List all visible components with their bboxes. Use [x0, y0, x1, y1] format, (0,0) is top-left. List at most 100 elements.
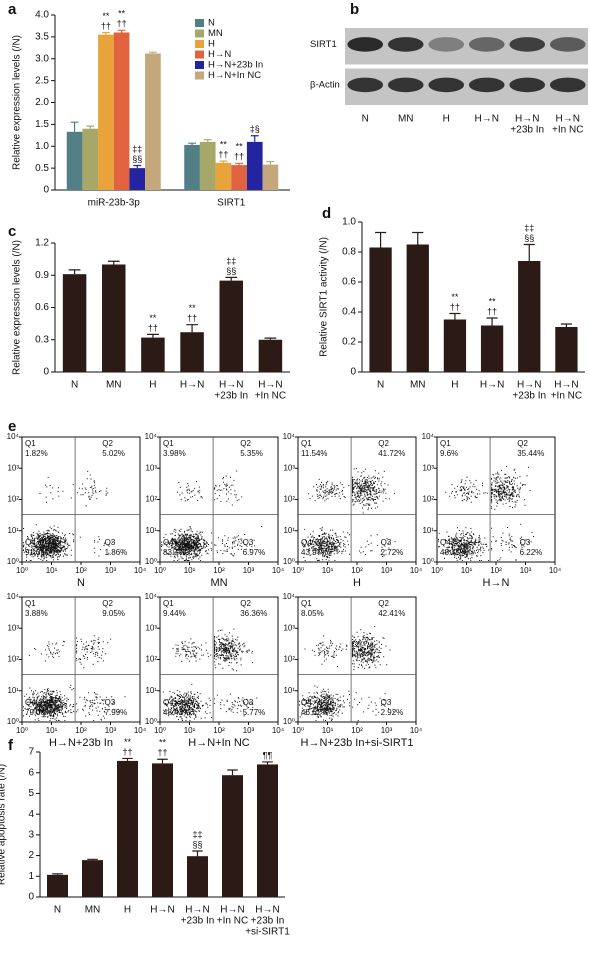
- bar: [66, 131, 83, 190]
- x-tick-label: N: [71, 380, 78, 391]
- cell-cloud: [491, 466, 531, 510]
- significance-label: **: [124, 737, 132, 747]
- x-tick-label: 10²: [75, 566, 87, 575]
- quadrant-value: 79.08%: [25, 708, 52, 717]
- panel-letter: b: [350, 1, 359, 18]
- y-tick-label: 10³: [283, 463, 295, 472]
- plot-title: H→N+In NC: [188, 737, 249, 749]
- blot-background: [345, 68, 588, 105]
- gate-line: [22, 437, 140, 562]
- blot-band: [428, 77, 465, 93]
- y-tick-label: 10³: [145, 623, 157, 632]
- blot-band: [549, 37, 586, 52]
- legend-swatch: [195, 29, 204, 38]
- x-tick-label: 10¹: [322, 566, 334, 575]
- quadrant-value: 46.62%: [301, 708, 328, 717]
- y-tick-label: 6: [28, 767, 34, 778]
- y-tick-label: 1.0: [342, 217, 356, 228]
- significance-label: ††: [487, 306, 497, 316]
- error-bar: [412, 231, 424, 245]
- legend-label: H→N+In NC: [208, 70, 261, 81]
- y-tick-label: 10²: [283, 655, 295, 664]
- bar: [518, 261, 541, 372]
- error-bar: [225, 276, 238, 281]
- y-tick-label: 0.6: [342, 277, 356, 288]
- cell-cloud: [358, 534, 396, 557]
- bar: [369, 247, 392, 372]
- quadrant-value: 41.72%: [378, 449, 405, 458]
- y-tick-label: 2.5: [35, 75, 49, 86]
- cell-cloud: [214, 628, 254, 672]
- y-tick-label: 10²: [145, 495, 157, 504]
- x-tick-label: 10⁰: [292, 566, 304, 575]
- quadrant-value: 6.97%: [243, 548, 266, 557]
- y-tick-label: 10³: [145, 463, 157, 472]
- x-tick-label: 10¹: [184, 726, 196, 735]
- legend-label: H: [208, 39, 215, 50]
- bar: [222, 775, 243, 897]
- quadrant-value: 3.98%: [163, 449, 186, 458]
- significance-label: ††: [122, 747, 132, 757]
- y-tick-label: 10⁴: [7, 432, 20, 441]
- cell-cloud: [304, 635, 348, 668]
- cell-cloud: [301, 526, 351, 561]
- x-tick-label: 10⁴: [410, 566, 423, 575]
- x-tick-label: +si-SIRT1: [245, 927, 290, 938]
- significance-label: ††: [450, 302, 460, 312]
- y-tick-label: 10¹: [283, 526, 295, 535]
- x-tick-label: 10¹: [184, 566, 196, 575]
- cell-cloud: [76, 470, 109, 507]
- blot-band: [347, 37, 384, 52]
- quadrant-name: Q2: [378, 599, 389, 608]
- blot-band: [387, 77, 424, 93]
- error-bar: [117, 29, 126, 33]
- y-tick-label: 5: [28, 788, 34, 799]
- x-tick-label: 10⁰: [431, 566, 443, 575]
- x-tick-label: 10²: [213, 726, 225, 735]
- x-tick-label: 10⁴: [134, 726, 147, 735]
- y-tick-label: 10⁴: [283, 432, 296, 441]
- quadrant-name: Q2: [102, 599, 113, 608]
- quadrant-name: Q2: [240, 599, 251, 608]
- blot-band: [509, 77, 546, 93]
- blot-background: [345, 28, 588, 65]
- error-bar: [186, 324, 198, 333]
- quadrant-name: Q2: [240, 439, 251, 448]
- y-axis-label: Relative SIRT1 activity (/N): [319, 237, 330, 357]
- x-tick-label: 10³: [105, 566, 117, 575]
- y-tick-label: 2: [28, 850, 34, 861]
- significance-label: §§: [226, 266, 236, 276]
- x-tick-label: 10⁰: [16, 566, 28, 575]
- y-tick-label: 4: [28, 809, 34, 820]
- plot-title: H: [353, 577, 361, 589]
- gate-line: [298, 437, 416, 562]
- bar: [141, 337, 165, 372]
- y-tick-label: 10³: [283, 623, 295, 632]
- legend-label: H→N: [208, 49, 231, 60]
- cell-cloud: [352, 692, 395, 721]
- quadrant-name: Q4: [301, 538, 312, 547]
- bar: [47, 874, 68, 897]
- y-tick-label: 0.3: [35, 334, 49, 345]
- significance-label: ‡‡: [524, 223, 534, 233]
- bar: [443, 319, 467, 372]
- x-tick-label: H→N: [255, 905, 279, 916]
- y-tick-label: 0.6: [35, 302, 49, 313]
- significance-label: **: [489, 296, 497, 306]
- quadrant-value: 11.54%: [301, 449, 328, 458]
- significance-label: **: [189, 303, 197, 313]
- significance-label: ††: [187, 313, 197, 323]
- plot-title: H→N: [483, 577, 510, 589]
- y-tick-label: 0.8: [342, 247, 356, 258]
- quadrant-name: Q4: [301, 698, 312, 707]
- y-tick-label: 10⁰: [7, 557, 19, 566]
- bar: [180, 332, 204, 372]
- x-tick-label: 10²: [213, 566, 225, 575]
- x-tick-label: H→N: [180, 380, 204, 391]
- quadrant-name: Q3: [105, 698, 116, 707]
- quadrant-name: Q2: [517, 439, 528, 448]
- quadrant-name: Q4: [163, 698, 174, 707]
- error-bar: [560, 323, 572, 327]
- x-tick-label: 10³: [381, 566, 393, 575]
- panel-letter: a: [8, 1, 17, 18]
